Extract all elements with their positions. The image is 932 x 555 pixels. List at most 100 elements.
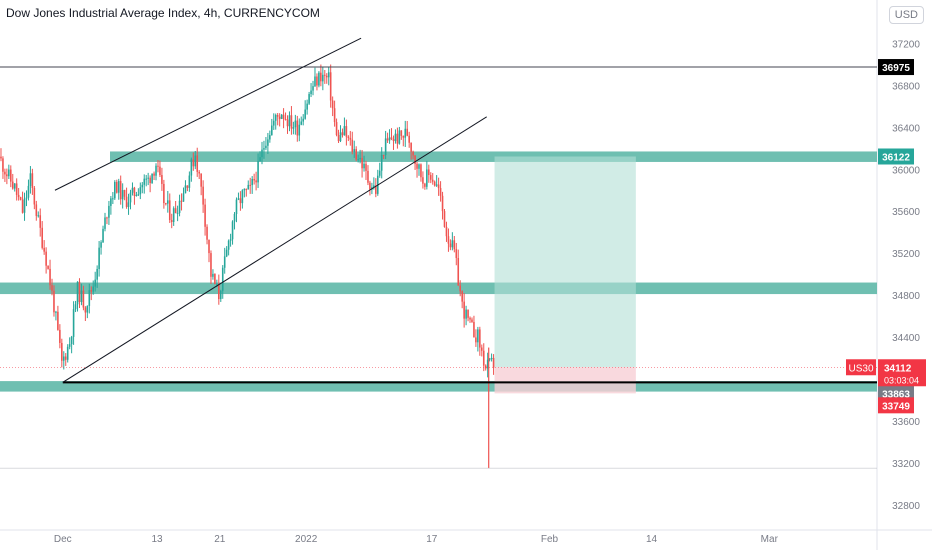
candle-body (76, 281, 79, 305)
candle-body (404, 128, 407, 138)
candle-body (119, 181, 122, 200)
candle-body (343, 126, 346, 136)
candle-body (327, 72, 330, 78)
candle-body (292, 127, 295, 129)
candle-body (212, 273, 214, 277)
candle-body (361, 157, 363, 169)
candle-body (457, 258, 460, 286)
candle-body (486, 359, 489, 369)
candle-body (278, 116, 281, 119)
candle-body (251, 178, 253, 186)
candle-body (459, 285, 462, 292)
price-tick-label: 33600 (892, 417, 920, 428)
candle-body (365, 163, 367, 171)
candle-body (282, 114, 285, 119)
candle-body (296, 120, 299, 136)
candle-body (139, 187, 142, 195)
candle-body (27, 185, 30, 198)
time-axis[interactable]: Dec 13 21 2022 17 Feb 14 Mar (54, 534, 779, 545)
candle-body (66, 346, 69, 360)
currency-button[interactable]: USD (888, 6, 924, 24)
candle-body (231, 221, 234, 240)
candle-body (41, 227, 43, 248)
candle-body (233, 214, 236, 222)
long-position-tool[interactable] (494, 156, 636, 394)
candle-body (477, 329, 479, 343)
price-tick-label: 34400 (892, 333, 920, 344)
candle-body (61, 342, 63, 361)
candle-body (453, 240, 456, 250)
time-tick-label: 2022 (295, 534, 318, 545)
candle-body (117, 181, 120, 193)
candle-body (310, 90, 312, 95)
level-tag (878, 148, 914, 165)
candle-body (373, 185, 375, 188)
candle-body (473, 321, 475, 338)
candle-body (241, 190, 244, 204)
candle-body (449, 243, 452, 248)
candle-body (196, 155, 199, 172)
candle-body (57, 311, 59, 330)
candle-body (304, 109, 306, 119)
candle-body (357, 159, 359, 161)
level-tag (878, 397, 914, 414)
candle-body (249, 184, 252, 186)
candle-body (190, 159, 193, 176)
candle-body (284, 118, 287, 120)
trendline (62, 116, 487, 383)
candle-body (161, 175, 163, 184)
candle-body (51, 285, 53, 291)
price-axis[interactable]: 3280033200336003400034400348003520035600… (892, 39, 920, 511)
candle-body (369, 182, 371, 190)
candle-body (322, 74, 324, 82)
candle-body (31, 173, 34, 188)
candle-body (353, 149, 356, 152)
candle-body (492, 357, 495, 368)
candle-body (323, 74, 326, 76)
candle-body (253, 178, 255, 181)
candle-body (351, 139, 354, 152)
price-tick-label: 36400 (892, 123, 920, 134)
drawings (0, 37, 877, 469)
candle-body (227, 240, 230, 250)
candle-body (380, 154, 383, 171)
candle-body (341, 132, 344, 136)
candle-body (70, 336, 73, 345)
candle-body (276, 114, 279, 117)
candle-body (406, 128, 409, 136)
candle-body (426, 169, 428, 187)
candle-body (25, 197, 28, 199)
candle-body (463, 301, 465, 319)
candle-body (451, 240, 454, 248)
candle-body (23, 198, 26, 213)
candle-body (339, 132, 342, 142)
candle-body (182, 193, 185, 202)
candle-body (100, 242, 102, 248)
candle-body (37, 215, 40, 217)
candle-body (55, 311, 57, 313)
candle-body (208, 239, 210, 254)
candle-body (316, 76, 318, 86)
candle-body (308, 94, 310, 104)
candle-body (290, 115, 293, 129)
candle-body (384, 138, 387, 156)
candle-body (408, 135, 410, 143)
candle-body (445, 226, 448, 237)
candle-body (6, 174, 8, 177)
candle-body (72, 309, 75, 337)
candle-body (90, 290, 93, 292)
candle-body (386, 138, 389, 141)
candle-body (484, 365, 487, 369)
candle-body (329, 72, 332, 101)
candle-body (223, 256, 226, 268)
candle-body (272, 120, 275, 126)
candle-body (17, 194, 20, 198)
candle-body (168, 200, 171, 221)
sr-zone (110, 151, 877, 162)
candle-body (261, 149, 263, 158)
time-tick-label: 17 (426, 534, 438, 545)
candle-body (15, 183, 18, 195)
